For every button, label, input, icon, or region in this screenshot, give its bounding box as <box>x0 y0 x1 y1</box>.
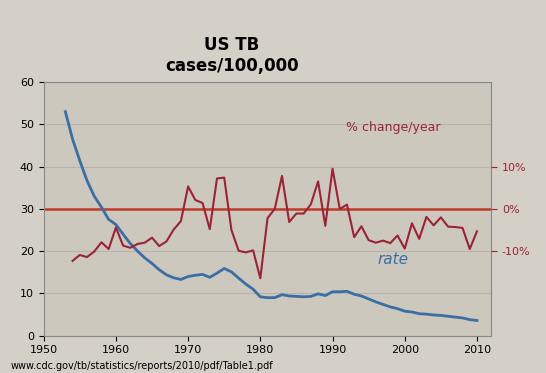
Text: rate: rate <box>377 252 408 267</box>
Text: % change/year: % change/year <box>346 121 440 134</box>
Text: US TB
cases/100,000: US TB cases/100,000 <box>165 37 299 75</box>
Text: www.cdc.gov/tb/statistics/reports/2010/pdf/Table1.pdf: www.cdc.gov/tb/statistics/reports/2010/p… <box>11 361 274 371</box>
